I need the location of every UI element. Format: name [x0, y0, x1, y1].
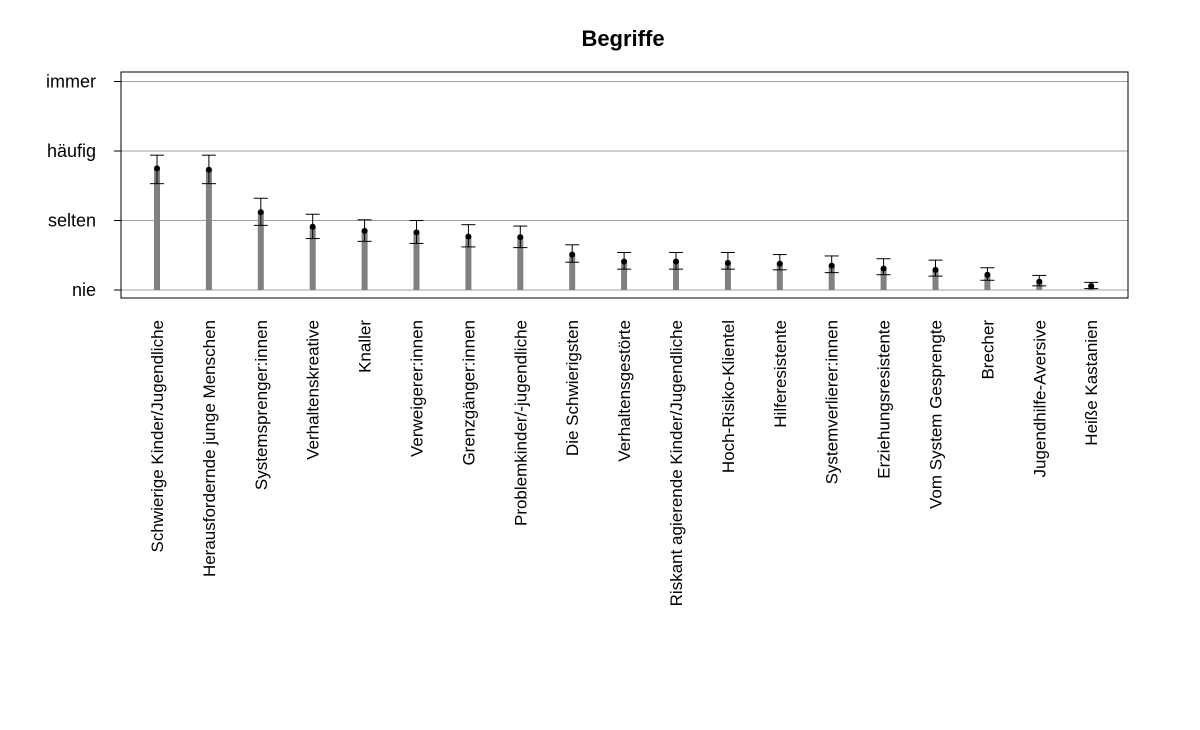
mean-point	[413, 229, 420, 236]
category-label: Schwierige Kinder/Jugendliche	[148, 320, 167, 552]
mean-point	[724, 259, 731, 266]
bar	[309, 226, 316, 290]
category-label: Verhaltenskreative	[304, 320, 323, 460]
mean-point	[1088, 282, 1095, 289]
mean-point	[309, 223, 316, 230]
y-axis: nie selten häufig immer	[46, 72, 121, 300]
bar	[724, 262, 731, 290]
bar	[569, 254, 576, 290]
bar	[205, 169, 212, 290]
category-label: Vom System Gesprengte	[927, 320, 946, 509]
bars-layer	[150, 154, 1099, 290]
y-tick-label: selten	[48, 211, 96, 231]
bar	[517, 237, 524, 290]
bar	[154, 168, 160, 290]
mean-point	[880, 265, 887, 272]
bar	[828, 265, 835, 290]
category-label: Systemsprenger:innen	[252, 320, 271, 490]
y-tick-label: immer	[46, 72, 96, 92]
category-label: Jugendhilfe-Aversive	[1030, 320, 1049, 478]
mean-point	[984, 271, 991, 278]
bar	[880, 268, 887, 290]
bar	[361, 230, 368, 290]
bar	[984, 274, 991, 290]
mean-point	[205, 166, 212, 173]
x-axis-labels: Schwierige Kinder/Jugendliche Herausforde…	[148, 320, 1101, 607]
mean-point	[828, 262, 835, 269]
y-tick-label: nie	[72, 280, 96, 300]
plot-frame	[120, 71, 1129, 299]
mean-point	[932, 266, 939, 273]
category-label: Systemverlierer:innen	[823, 320, 842, 484]
mean-point	[154, 165, 160, 172]
category-label: Die Schwierigsten	[563, 320, 582, 456]
bar	[673, 261, 679, 290]
category-label: Verhaltensgestörte	[615, 320, 634, 462]
bar	[465, 236, 472, 290]
bar	[932, 269, 939, 290]
bar	[413, 232, 420, 290]
category-label: Hoch-Risiko-Klientel	[719, 320, 738, 473]
category-label: Problemkinder/-jugendliche	[511, 320, 530, 526]
mean-point	[673, 258, 679, 265]
bar	[257, 212, 264, 290]
mean-point	[776, 260, 783, 267]
category-label: Herausfordernde junge Menschen	[200, 320, 219, 577]
mean-point	[1036, 278, 1043, 285]
category-label: Grenzgänger:innen	[459, 320, 478, 466]
category-label: Brecher	[978, 320, 997, 380]
bar	[776, 263, 783, 290]
mean-point	[621, 258, 628, 265]
chart-title: Begriffe	[581, 26, 664, 51]
category-label: Heiße Kastanien	[1082, 320, 1101, 446]
mean-point	[361, 227, 368, 234]
category-label: Verweigerer:innen	[408, 320, 427, 457]
category-label: Knaller	[356, 320, 375, 373]
mean-point	[257, 209, 264, 216]
category-label: Riskant agierende Kinder/Jugendliche	[667, 320, 686, 606]
mean-point	[569, 251, 576, 258]
bar	[621, 261, 628, 290]
category-label: Erziehungsresistente	[875, 320, 894, 479]
y-tick-label: häufig	[47, 141, 96, 161]
category-label: Hilferesistente	[771, 320, 790, 428]
mean-point	[517, 234, 524, 241]
mean-point	[465, 233, 472, 240]
